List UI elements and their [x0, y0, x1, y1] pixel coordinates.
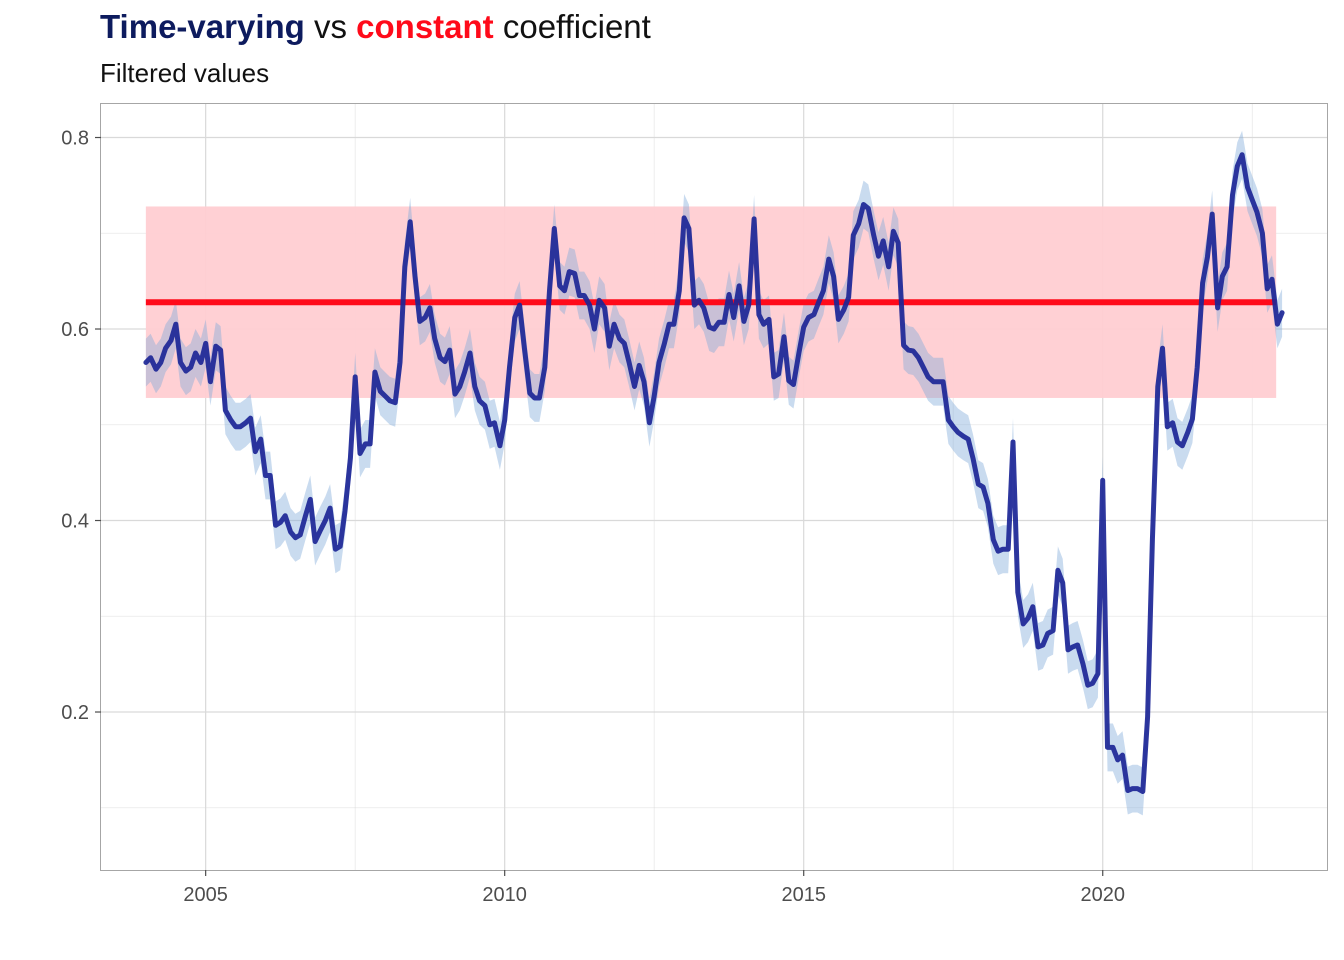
title-vs: vs: [304, 8, 357, 45]
y-tick-label: 0.2: [61, 702, 89, 724]
y-tick-label: 0.6: [61, 319, 89, 341]
y-axis-ticks: 0.2 0.4 0.6 0.8: [61, 128, 101, 724]
panel-border: [100, 103, 1328, 871]
title-time-varying: Time-varying: [100, 8, 305, 45]
x-tick-label: 2010: [482, 884, 527, 906]
x-axis-ticks: 2005 2010 2015 2020: [183, 870, 1125, 906]
chart-subtitle: Filtered values: [100, 58, 270, 88]
x-tick-label: 2020: [1080, 884, 1125, 906]
title-coefficient: coefficient: [493, 8, 651, 45]
title-constant: constant: [356, 8, 494, 45]
y-tick-label: 0.8: [61, 128, 89, 150]
y-tick-label: 0.4: [61, 511, 89, 533]
x-tick-label: 2015: [781, 884, 826, 906]
time-varying-coefficient-line: [143, 152, 1285, 794]
x-tick-label: 2005: [183, 884, 228, 906]
chart-title: Time-varying vs constant coefficient: [100, 8, 651, 46]
